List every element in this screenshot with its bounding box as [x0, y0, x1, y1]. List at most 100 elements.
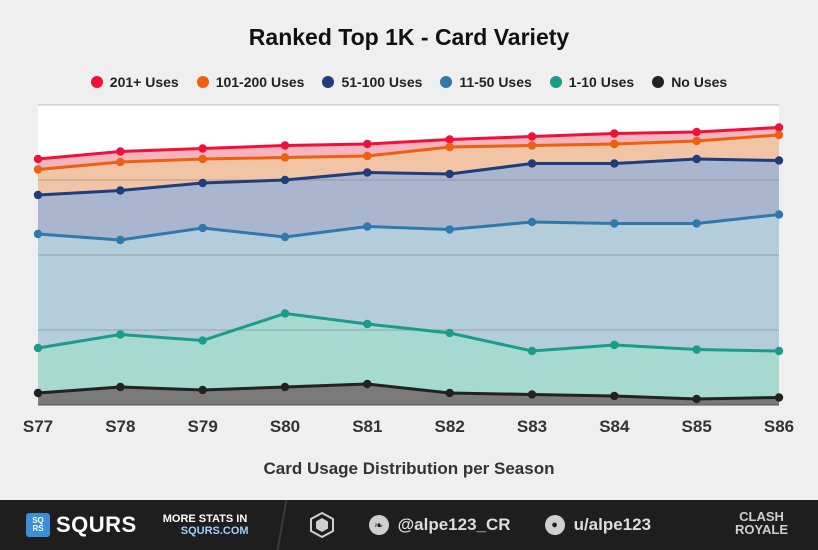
point-1-10-uses-s81 [363, 319, 372, 329]
point-11-50-uses-s82 [445, 225, 454, 234]
point-1-10-uses-s77 [33, 343, 43, 353]
legend-item-1-10: 1-10 Uses [549, 74, 635, 90]
point-no-uses-s77 [33, 388, 43, 398]
squrs-logo[interactable]: SQ RS SQURS [26, 512, 137, 538]
point-101-200-uses-s85 [692, 136, 701, 146]
point-11-50-uses-s81 [363, 222, 372, 231]
legend-label-no-uses: No Uses [671, 74, 728, 90]
legend-label-51-100: 51-100 Uses [341, 74, 423, 90]
point-11-50-uses-s84 [610, 219, 619, 228]
x-tick-label-s84: S84 [599, 417, 630, 436]
x-tick-label-s79: S79 [188, 417, 218, 436]
legend-item-11-50: 11-50 Uses [440, 74, 532, 90]
x-tick-label-s81: S81 [352, 417, 382, 436]
point-11-50-uses-s83 [527, 217, 537, 227]
point-1-10-uses-s78 [116, 330, 125, 339]
legend-label-11-50: 11-50 Uses [459, 74, 532, 90]
legend-swatch-11-50 [440, 76, 453, 88]
legend-swatch-no-uses [652, 76, 665, 88]
legend-swatch-1-10 [549, 76, 562, 88]
point-11-50-uses-s77 [33, 229, 43, 239]
line-11-50-uses [37, 213, 780, 242]
point-51-100-uses-s81 [363, 168, 372, 177]
site-badge-icon [309, 512, 334, 538]
area-chart: S77 S78 S79 S80 S81 S82 S83 S84 S85 S86 [23, 104, 794, 436]
line-no-uses [37, 382, 780, 401]
point-51-100-uses-s86 [774, 156, 784, 165]
point-1-10-uses-s82 [445, 328, 454, 338]
area-no-uses [38, 384, 779, 405]
point-no-uses-s84 [610, 391, 619, 401]
point-201-uses-s86 [774, 123, 784, 132]
reddit-link[interactable]: ● u/alpe123 [544, 515, 652, 535]
x-tick-label-s82: S82 [435, 417, 465, 436]
social-links: ❧ @alpe123_CR ● u/alpe123 [309, 512, 651, 538]
point-11-50-uses-s86 [774, 210, 784, 219]
point-101-200-uses-s81 [363, 151, 372, 161]
line-51-100-uses [37, 157, 780, 197]
x-tick-label-s77: S77 [23, 417, 53, 436]
point-201-uses-s85 [692, 127, 701, 137]
footer-divider [274, 500, 289, 550]
point-201-uses-s77 [33, 154, 43, 164]
point-51-100-uses-s77 [33, 190, 43, 200]
game-logo-line2: ROYALE [735, 522, 788, 537]
legend-label-101-200: 101-200 Uses [215, 74, 305, 90]
twitter-handle: @alpe123_CR [397, 515, 511, 534]
point-101-200-uses-s77 [33, 165, 43, 174]
point-51-100-uses-s83 [527, 159, 537, 168]
more-stats-line1: MORE STATS IN [162, 513, 248, 525]
legend-swatch-51-100 [322, 76, 335, 88]
point-101-200-uses-s80 [280, 153, 290, 162]
area-1-10-uses [38, 313, 779, 405]
point-101-200-uses-s84 [610, 139, 619, 149]
legend-item-51-100: 51-100 Uses [322, 74, 422, 90]
point-201-uses-s79 [198, 144, 207, 153]
point-201-uses-s83 [527, 132, 537, 141]
point-no-uses-s81 [363, 379, 372, 389]
point-51-100-uses-s84 [610, 159, 619, 168]
point-1-10-uses-s80 [280, 309, 290, 318]
point-51-100-uses-s80 [280, 175, 290, 185]
point-51-100-uses-s85 [692, 154, 701, 164]
point-101-200-uses-s78 [116, 157, 125, 167]
point-no-uses-s79 [198, 385, 207, 395]
point-no-uses-s86 [774, 393, 784, 402]
point-11-50-uses-s85 [692, 219, 701, 228]
point-201-uses-s81 [363, 139, 372, 149]
point-201-uses-s78 [116, 147, 125, 156]
legend-swatch-201-plus [90, 76, 103, 88]
legend-label-1-10: 1-10 Uses [568, 74, 635, 90]
x-tick-label-s86: S86 [764, 417, 794, 436]
x-tick-label-s83: S83 [517, 417, 547, 436]
point-no-uses-s82 [445, 388, 454, 398]
legend-swatch-101-200 [196, 76, 209, 88]
legend-item-no-uses: No Uses [652, 74, 727, 90]
point-11-50-uses-s78 [116, 235, 125, 245]
point-201-uses-s80 [280, 141, 290, 150]
line-1-10-uses [37, 312, 780, 353]
twitter-link[interactable]: ❧ @alpe123_CR [368, 515, 511, 535]
legend-item-201-plus: 201+ Uses [90, 74, 179, 90]
squrs-logo-text: SQURS [56, 512, 137, 537]
point-51-100-uses-s79 [198, 178, 207, 188]
reddit-handle: u/alpe123 [573, 515, 652, 534]
squrs-logo-badge: SQ RS [26, 513, 50, 537]
point-101-200-uses-s82 [445, 142, 454, 152]
reddit-icon: ● [544, 515, 565, 535]
more-stats-url: SQURS.COM [180, 525, 249, 537]
line-201-uses [37, 126, 780, 161]
chart-legend: 201+ Uses 101-200 Uses 51-100 Uses 11-50… [0, 74, 818, 90]
point-no-uses-s78 [116, 382, 125, 392]
point-1-10-uses-s83 [527, 346, 537, 356]
game-logo-line1: CLASH [739, 509, 784, 524]
clash-royale-logo: CLASH ROYALE [735, 510, 788, 536]
more-stats-link[interactable]: MORE STATS IN SQURS.COM [163, 513, 249, 537]
line-101-200-uses [37, 133, 780, 171]
point-51-100-uses-s82 [445, 169, 454, 179]
point-11-50-uses-s79 [198, 223, 207, 233]
point-no-uses-s80 [280, 382, 290, 392]
point-201-uses-s82 [445, 135, 454, 144]
point-1-10-uses-s85 [692, 345, 701, 354]
legend-label-201-plus: 201+ Uses [109, 74, 179, 90]
